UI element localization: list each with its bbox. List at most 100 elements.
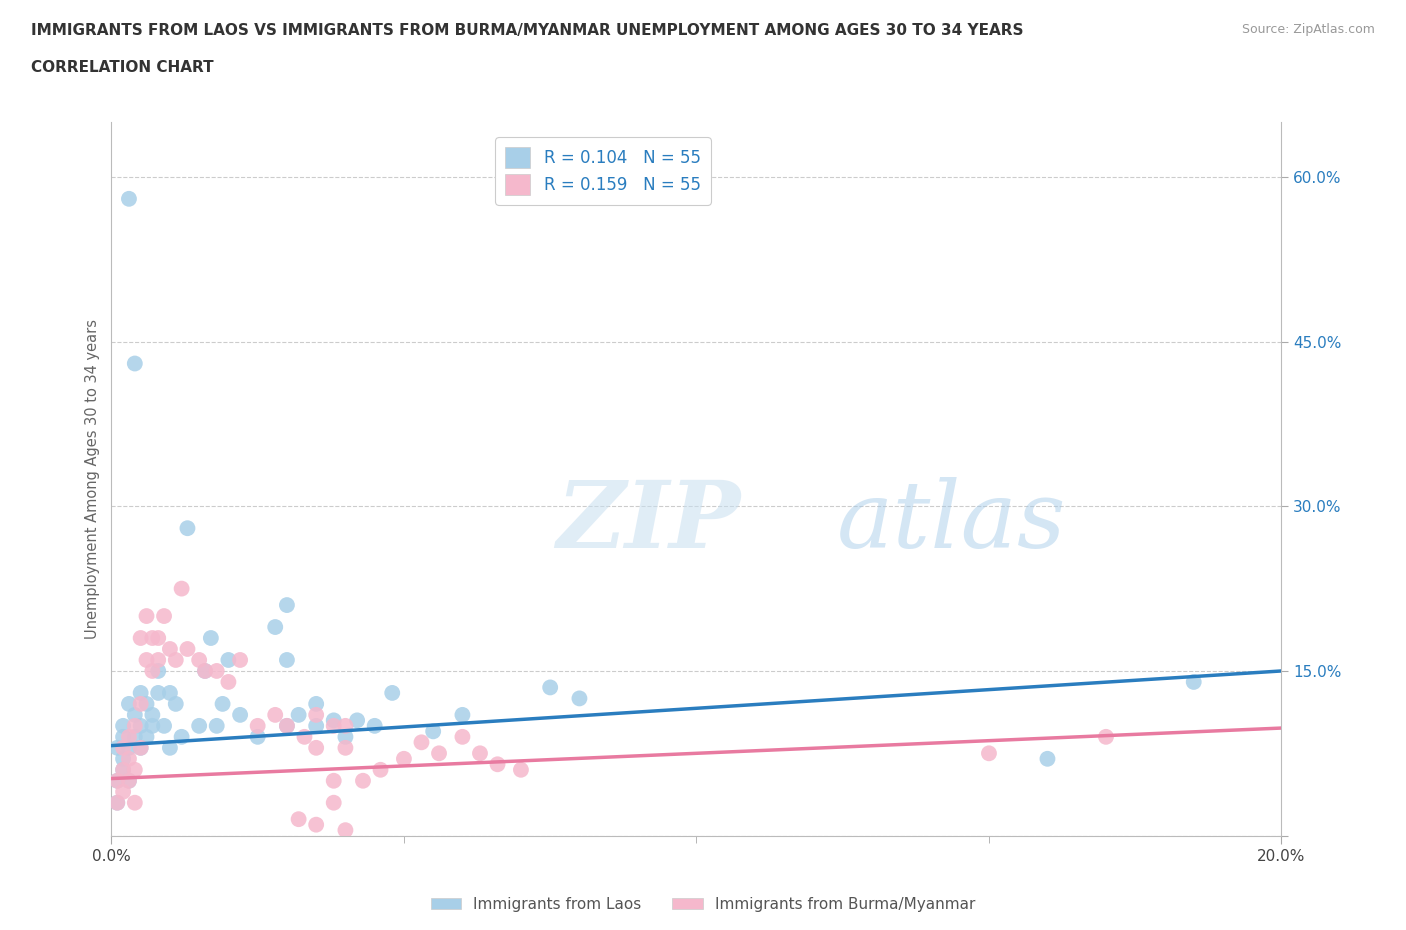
Point bbox=[124, 763, 146, 777]
Point bbox=[118, 774, 141, 789]
Point bbox=[153, 718, 176, 733]
Point bbox=[363, 718, 385, 733]
Point bbox=[129, 697, 152, 711]
Text: ZIP: ZIP bbox=[555, 477, 741, 566]
Point bbox=[427, 746, 450, 761]
Point bbox=[159, 740, 181, 755]
Point bbox=[148, 685, 170, 700]
Point bbox=[451, 708, 474, 723]
Point bbox=[148, 663, 170, 678]
Point bbox=[205, 718, 228, 733]
Point bbox=[159, 685, 181, 700]
Point bbox=[346, 713, 368, 728]
Point bbox=[451, 729, 474, 744]
Point bbox=[170, 729, 193, 744]
Point bbox=[141, 718, 163, 733]
Point bbox=[229, 708, 252, 723]
Point bbox=[112, 729, 135, 744]
Point bbox=[305, 817, 328, 832]
Point bbox=[105, 740, 128, 755]
Point bbox=[105, 774, 128, 789]
Point bbox=[422, 724, 444, 738]
Point bbox=[112, 718, 135, 733]
Point bbox=[188, 653, 211, 668]
Point bbox=[305, 718, 328, 733]
Point bbox=[335, 823, 357, 838]
Point bbox=[538, 680, 561, 695]
Point bbox=[276, 718, 298, 733]
Y-axis label: Unemployment Among Ages 30 to 34 years: Unemployment Among Ages 30 to 34 years bbox=[86, 319, 100, 639]
Point bbox=[322, 795, 344, 810]
Text: Source: ZipAtlas.com: Source: ZipAtlas.com bbox=[1241, 23, 1375, 36]
Point bbox=[287, 812, 309, 827]
Point bbox=[194, 663, 217, 678]
Point bbox=[105, 795, 128, 810]
Point bbox=[165, 653, 187, 668]
Point bbox=[124, 795, 146, 810]
Text: CORRELATION CHART: CORRELATION CHART bbox=[31, 60, 214, 75]
Point bbox=[411, 735, 433, 750]
Point bbox=[124, 356, 146, 371]
Point bbox=[217, 653, 239, 668]
Point bbox=[129, 740, 152, 755]
Point bbox=[568, 691, 591, 706]
Point bbox=[135, 653, 157, 668]
Point bbox=[176, 521, 198, 536]
Point bbox=[124, 708, 146, 723]
Point bbox=[129, 631, 152, 645]
Point bbox=[392, 751, 415, 766]
Point bbox=[153, 608, 176, 623]
Point bbox=[305, 740, 328, 755]
Point bbox=[276, 653, 298, 668]
Point bbox=[148, 631, 170, 645]
Point bbox=[112, 784, 135, 799]
Point bbox=[287, 708, 309, 723]
Point bbox=[129, 740, 152, 755]
Point bbox=[352, 774, 374, 789]
Point bbox=[159, 642, 181, 657]
Point bbox=[977, 746, 1000, 761]
Text: atlas: atlas bbox=[837, 477, 1066, 566]
Point bbox=[211, 697, 233, 711]
Point bbox=[141, 663, 163, 678]
Point bbox=[264, 619, 287, 634]
Point bbox=[510, 763, 533, 777]
Point bbox=[112, 763, 135, 777]
Point bbox=[135, 729, 157, 744]
Point bbox=[188, 718, 211, 733]
Point bbox=[335, 718, 357, 733]
Point bbox=[194, 663, 217, 678]
Point bbox=[124, 718, 146, 733]
Point bbox=[246, 718, 269, 733]
Point bbox=[118, 697, 141, 711]
Point bbox=[170, 581, 193, 596]
Point bbox=[118, 192, 141, 206]
Point bbox=[112, 751, 135, 766]
Point bbox=[1182, 674, 1205, 689]
Point bbox=[129, 718, 152, 733]
Point bbox=[381, 685, 404, 700]
Point bbox=[124, 729, 146, 744]
Point bbox=[112, 763, 135, 777]
Point bbox=[322, 774, 344, 789]
Point bbox=[486, 757, 509, 772]
Point bbox=[105, 795, 128, 810]
Point bbox=[141, 631, 163, 645]
Point bbox=[322, 718, 344, 733]
Point bbox=[305, 708, 328, 723]
Point bbox=[118, 774, 141, 789]
Point bbox=[118, 729, 141, 744]
Point bbox=[217, 674, 239, 689]
Point bbox=[118, 740, 141, 755]
Point bbox=[322, 713, 344, 728]
Point bbox=[200, 631, 222, 645]
Point bbox=[176, 642, 198, 657]
Point bbox=[105, 774, 128, 789]
Legend: R = 0.104   N = 55, R = 0.159   N = 55: R = 0.104 N = 55, R = 0.159 N = 55 bbox=[495, 138, 710, 205]
Point bbox=[335, 729, 357, 744]
Point bbox=[165, 697, 187, 711]
Point bbox=[1095, 729, 1118, 744]
Point bbox=[118, 751, 141, 766]
Point bbox=[135, 608, 157, 623]
Point bbox=[294, 729, 316, 744]
